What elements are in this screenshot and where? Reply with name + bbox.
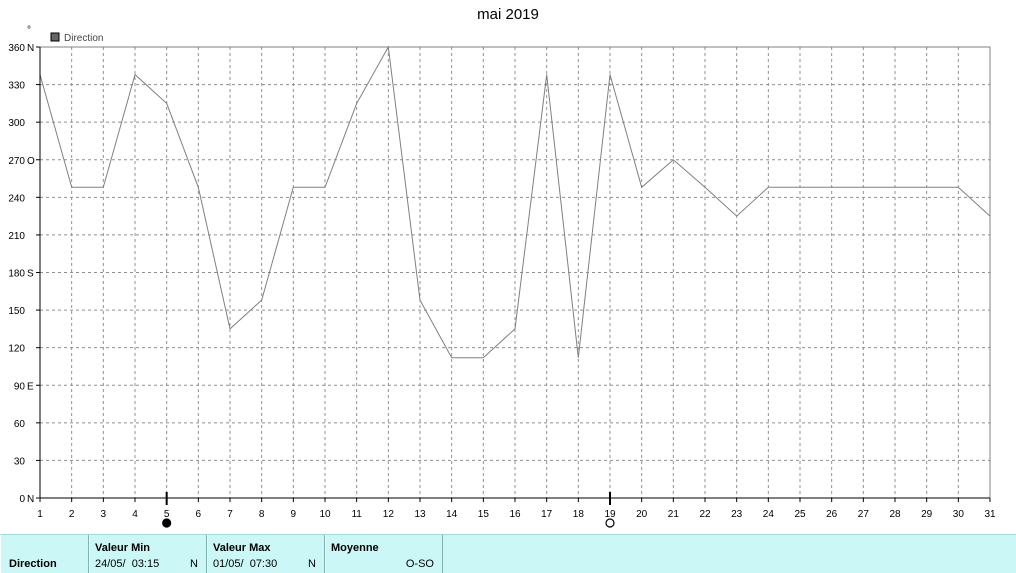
x-tick-label: 26 (826, 509, 838, 520)
x-tick-label: 18 (573, 509, 585, 520)
y-tick-label: 120 (8, 344, 25, 355)
y-tick-label: 360 (8, 43, 25, 54)
x-tick-label: 7 (227, 509, 233, 520)
y-tick-label: 330 (8, 81, 25, 92)
stats-row-label-cell: Direction (0, 535, 89, 573)
x-tick-label: 31 (984, 509, 996, 520)
x-tick-label: 15 (478, 509, 490, 520)
x-tick-label: 4 (132, 509, 138, 520)
x-tick-label: 9 (291, 509, 297, 520)
series-line-direction (39, 45, 991, 359)
x-tick-label: 22 (699, 509, 711, 520)
x-tick-label: 8 (259, 509, 265, 520)
stats-avg-direction: O-SO (405, 558, 434, 570)
y-tick-cardinal: S (27, 269, 34, 280)
y-tick-cardinal: N (27, 494, 34, 505)
stats-min-header: Valeur Min (95, 542, 151, 554)
x-tick-label: 27 (858, 509, 870, 520)
stats-avg-header: Moyenne (331, 542, 379, 554)
y-tick-label: 150 (8, 306, 25, 317)
x-tick-label: 1 (37, 509, 43, 520)
y-tick-label: 240 (8, 193, 25, 204)
stats-min-cell: Valeur Min 24/05/ 03:15 N (89, 535, 207, 573)
stats-row-label: Direction (9, 558, 57, 570)
y-tick-cardinal: E (27, 381, 34, 392)
x-tick-label: 13 (414, 509, 426, 520)
x-tick-label: 14 (446, 509, 458, 520)
x-tick-label: 23 (731, 509, 743, 520)
y-tick-label: 0 (19, 494, 25, 505)
x-tick-label: 30 (953, 509, 965, 520)
stats-min-direction: N (190, 558, 198, 570)
stats-min-date: 24/05/ 03:15 (95, 558, 160, 570)
y-tick-cardinal: N (27, 43, 34, 54)
x-tick-label: 11 (351, 509, 362, 520)
new-moon-icon (162, 518, 172, 528)
x-tick-label: 20 (636, 509, 648, 520)
x-tick-label: 10 (319, 509, 331, 520)
stats-max-direction: N (308, 558, 316, 570)
x-tick-label: 5 (164, 509, 170, 520)
x-tick-label: 29 (921, 509, 933, 520)
y-tick-label: 90 (14, 381, 26, 392)
stats-max-date: 01/05/ 07:30 (213, 558, 278, 570)
x-tick-label: 24 (763, 509, 775, 520)
legend-label: Direction (64, 33, 103, 44)
stats-max-cell: Valeur Max 01/05/ 07:30 N (207, 535, 325, 573)
x-tick-label: 2 (69, 509, 75, 520)
chart-grid (40, 47, 990, 498)
stats-max-header: Valeur Max (213, 542, 271, 554)
x-axis: 1 2 3 4 5 6 7 8 9 10 11 12 13 14 15 16 17 18 19 20 21 22 23 24 2… (37, 498, 996, 520)
y-tick-cardinal: O (27, 156, 35, 167)
stats-avg-cell: Moyenne O-SO (325, 535, 443, 573)
y-axis-unit: ° (27, 25, 31, 36)
y-tick-label: 270 (8, 156, 25, 167)
x-tick-label: 28 (889, 509, 901, 520)
chart-title: mai 2019 (477, 6, 539, 23)
legend-swatch (50, 32, 60, 42)
x-tick-label: 16 (509, 509, 521, 520)
y-tick-label: 180 (8, 269, 25, 280)
x-tick-label: 19 (604, 509, 616, 520)
x-tick-label: 17 (541, 509, 553, 520)
x-tick-label: 25 (794, 509, 806, 520)
y-tick-label: 300 (8, 118, 25, 129)
x-tick-label: 3 (101, 509, 107, 520)
x-tick-label: 6 (196, 509, 202, 520)
stats-bar: Direction Valeur Min 24/05/ 03:15 N Vale… (0, 534, 1016, 573)
y-tick-label: 30 (14, 456, 26, 467)
full-moon-icon (605, 518, 615, 528)
y-tick-label: 210 (8, 231, 25, 242)
y-tick-label: 60 (14, 419, 26, 430)
x-tick-label: 21 (668, 509, 680, 520)
x-tick-label: 12 (383, 509, 395, 520)
